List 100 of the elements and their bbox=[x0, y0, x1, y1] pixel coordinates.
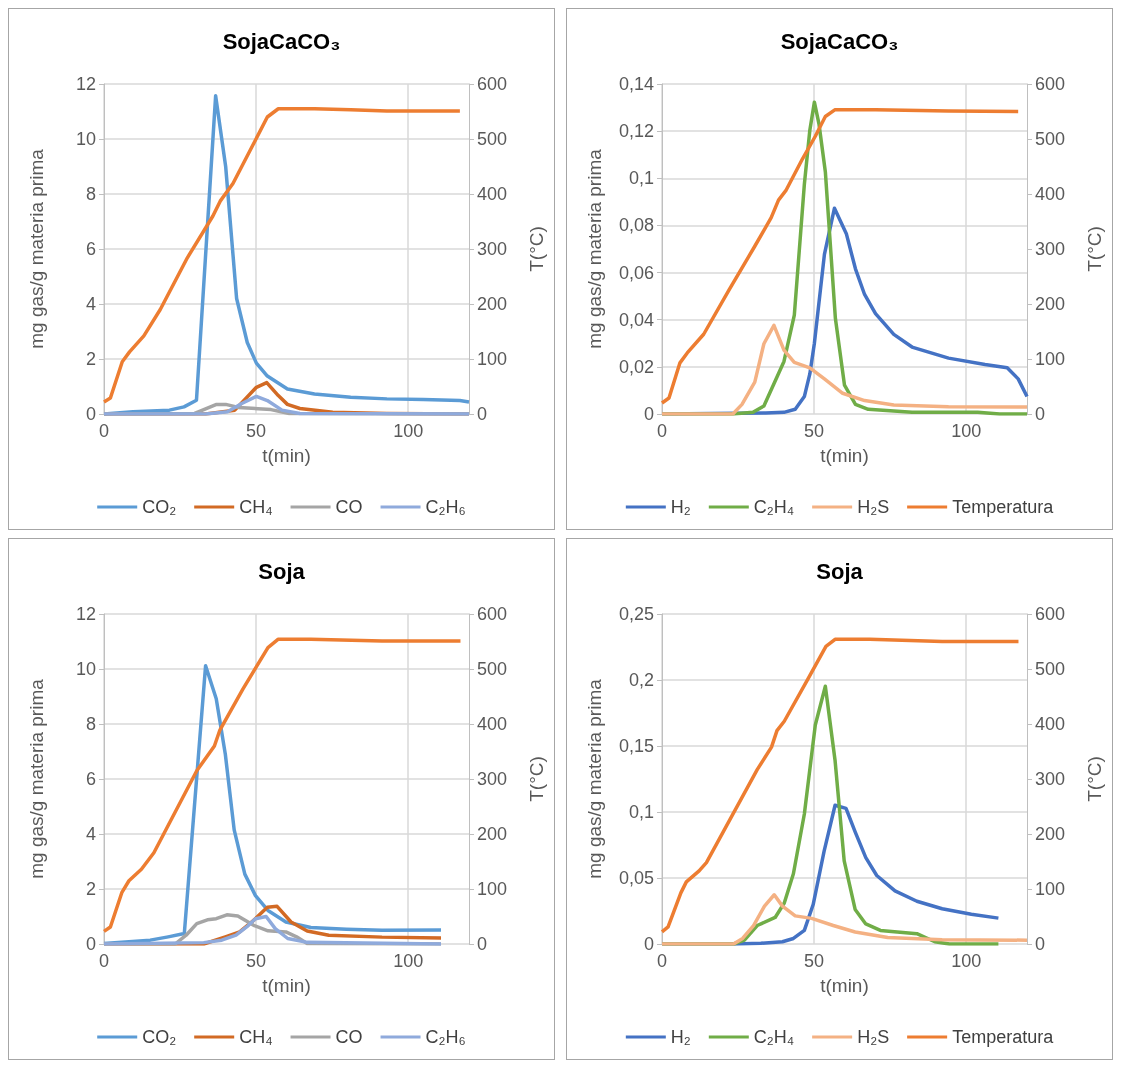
x-tick-label: 0 bbox=[98, 421, 110, 441]
x-tick-label: 100 bbox=[951, 421, 982, 441]
y-tick-label: 2 bbox=[85, 879, 96, 899]
y-axis-title: mg gas/g materia prima bbox=[584, 148, 605, 349]
y-tick-label: 12 bbox=[75, 74, 96, 94]
y2-axis-title: T(°C) bbox=[1084, 226, 1105, 272]
y2-tick-label: 200 bbox=[477, 294, 508, 314]
x-tick-label: 50 bbox=[246, 951, 267, 971]
y-tick-label: 8 bbox=[85, 184, 96, 204]
y-tick-label: 6 bbox=[85, 239, 96, 259]
y-tick-label: 0,02 bbox=[618, 356, 654, 377]
y-tick-label: 0,06 bbox=[618, 262, 654, 283]
y-tick-label: 4 bbox=[85, 824, 96, 844]
y2-tick-label: 200 bbox=[1035, 294, 1066, 314]
y-tick-label: 0 bbox=[85, 934, 96, 954]
legend-label: Temperatura bbox=[952, 1027, 1055, 1047]
legend-label: CH₄ bbox=[239, 1027, 273, 1047]
y2-tick-label: 400 bbox=[477, 714, 508, 734]
legend-label: H₂S bbox=[857, 1027, 890, 1047]
x-tick-label: 100 bbox=[951, 951, 982, 971]
y2-tick-label: 100 bbox=[1035, 349, 1066, 369]
y2-axis-title: T(°C) bbox=[526, 226, 547, 272]
y-tick-label: 0,25 bbox=[618, 604, 654, 624]
line-series bbox=[660, 637, 1021, 934]
line-series bbox=[102, 637, 463, 934]
legend-label: C₂H₄ bbox=[753, 497, 795, 517]
x-tick-label: 100 bbox=[393, 951, 424, 971]
y2-tick-label: 0 bbox=[477, 404, 488, 424]
y2-axis-title: T(°C) bbox=[526, 756, 547, 802]
legend-label: CO₂ bbox=[142, 1027, 177, 1047]
legend-label: C₂H₆ bbox=[425, 497, 466, 517]
x-tick-label: 50 bbox=[804, 951, 825, 971]
y-tick-label: 0,08 bbox=[618, 215, 654, 236]
x-axis-title: t(min) bbox=[262, 975, 311, 996]
y-tick-label: 0,05 bbox=[618, 868, 654, 888]
legend-label: CO bbox=[335, 497, 363, 517]
legend-label: H₂ bbox=[670, 497, 691, 517]
legend-label: CO₂ bbox=[142, 497, 177, 517]
y2-tick-label: 600 bbox=[1035, 604, 1066, 624]
y2-tick-label: 0 bbox=[1035, 404, 1046, 424]
y2-tick-label: 300 bbox=[1035, 769, 1066, 789]
y2-tick-label: 300 bbox=[477, 769, 508, 789]
chart-title: SojaCaCO₃ bbox=[780, 28, 899, 54]
x-axis-title: t(min) bbox=[262, 445, 311, 466]
y-tick-label: 8 bbox=[85, 714, 96, 734]
legend-label: H₂ bbox=[670, 1027, 691, 1047]
y-tick-label: 0,04 bbox=[618, 309, 654, 330]
y-tick-label: 0 bbox=[643, 404, 654, 424]
x-tick-label: 0 bbox=[656, 421, 668, 441]
y2-tick-label: 500 bbox=[477, 129, 508, 149]
y2-tick-label: 100 bbox=[477, 879, 508, 899]
y-tick-label: 0,2 bbox=[628, 670, 654, 690]
y-tick-label: 0,1 bbox=[628, 802, 654, 822]
y-axis-title: mg gas/g materia prima bbox=[26, 148, 47, 349]
y2-tick-label: 600 bbox=[1035, 74, 1066, 94]
y-axis-title: mg gas/g materia prima bbox=[584, 678, 605, 879]
x-axis-title: t(min) bbox=[820, 975, 869, 996]
legend-label: C₂H₄ bbox=[753, 1027, 795, 1047]
y-tick-label: 4 bbox=[85, 294, 96, 314]
y2-tick-label: 400 bbox=[1035, 184, 1066, 204]
y2-tick-label: 400 bbox=[477, 184, 508, 204]
chart-title: SojaCaCO₃ bbox=[222, 28, 341, 54]
y-tick-label: 12 bbox=[75, 604, 96, 624]
y-tick-label: 10 bbox=[75, 129, 96, 149]
legend-label: CO bbox=[335, 1027, 363, 1047]
y2-tick-label: 200 bbox=[477, 824, 508, 844]
y2-tick-label: 500 bbox=[477, 659, 508, 679]
y2-tick-label: 500 bbox=[1035, 129, 1066, 149]
y2-tick-label: 400 bbox=[1035, 714, 1066, 734]
legend-label: CH₄ bbox=[239, 497, 273, 517]
legend-label: C₂H₆ bbox=[425, 1027, 466, 1047]
x-tick-label: 50 bbox=[246, 421, 267, 441]
x-axis-title: t(min) bbox=[820, 445, 869, 466]
y-tick-label: 2 bbox=[85, 349, 96, 369]
chart-title: Soja bbox=[816, 558, 864, 584]
y2-tick-label: 600 bbox=[477, 74, 508, 94]
y-tick-label: 0 bbox=[643, 934, 654, 954]
y-tick-label: 6 bbox=[85, 769, 96, 789]
y-tick-label: 0 bbox=[85, 404, 96, 424]
legend-label: Temperatura bbox=[952, 497, 1055, 517]
y2-axis-title: T(°C) bbox=[1084, 756, 1105, 802]
y2-tick-label: 300 bbox=[477, 239, 508, 259]
y2-tick-label: 100 bbox=[477, 349, 508, 369]
y2-tick-label: 300 bbox=[1035, 239, 1066, 259]
y-tick-label: 0,15 bbox=[618, 736, 654, 756]
y2-tick-label: 200 bbox=[1035, 824, 1066, 844]
y-tick-label: 0,1 bbox=[628, 168, 654, 189]
y2-tick-label: 0 bbox=[1035, 934, 1046, 954]
y-tick-label: 10 bbox=[75, 659, 96, 679]
y2-tick-label: 500 bbox=[1035, 659, 1066, 679]
x-tick-label: 50 bbox=[804, 421, 825, 441]
y-axis-title: mg gas/g materia prima bbox=[26, 678, 47, 879]
legend-label: H₂S bbox=[857, 497, 890, 517]
y2-tick-label: 0 bbox=[477, 934, 488, 954]
x-tick-label: 100 bbox=[393, 421, 424, 441]
y2-tick-label: 100 bbox=[1035, 879, 1066, 899]
chart-title: Soja bbox=[258, 558, 306, 584]
x-tick-label: 0 bbox=[98, 951, 110, 971]
y-tick-label: 0,14 bbox=[618, 74, 654, 94]
x-tick-label: 0 bbox=[656, 951, 668, 971]
